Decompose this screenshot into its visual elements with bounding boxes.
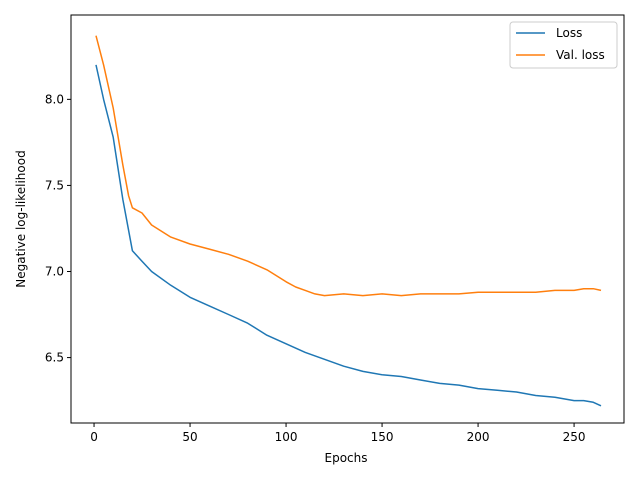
x-axis-label: Epochs	[325, 451, 368, 465]
x-tick-label: 100	[275, 430, 298, 444]
legend: Loss Val. loss	[509, 21, 618, 69]
x-tick-label: 0	[90, 430, 98, 444]
legend-label-val-loss: Val. loss	[556, 48, 605, 62]
x-tick-label: 50	[182, 430, 197, 444]
x-tick-label: 250	[563, 430, 586, 444]
y-tick-label: 6.5	[45, 351, 64, 365]
plot-lines	[95, 35, 602, 407]
x-axis: 0 50 100 150 200 250	[90, 423, 586, 444]
y-tick-label: 7.0	[45, 265, 64, 279]
x-tick-label: 200	[467, 430, 490, 444]
x-tick-label: 150	[371, 430, 394, 444]
series-line-val-loss	[95, 35, 602, 297]
plot-frame	[70, 14, 625, 424]
y-axis: 6.5 7.0 7.5 8.0	[45, 92, 71, 365]
series-line-loss	[95, 64, 602, 407]
y-tick-label: 7.5	[45, 178, 64, 192]
legend-label-loss: Loss	[556, 26, 582, 40]
y-tick-label: 8.0	[45, 92, 64, 106]
y-axis-label: Negative log-likelihood	[14, 150, 28, 287]
